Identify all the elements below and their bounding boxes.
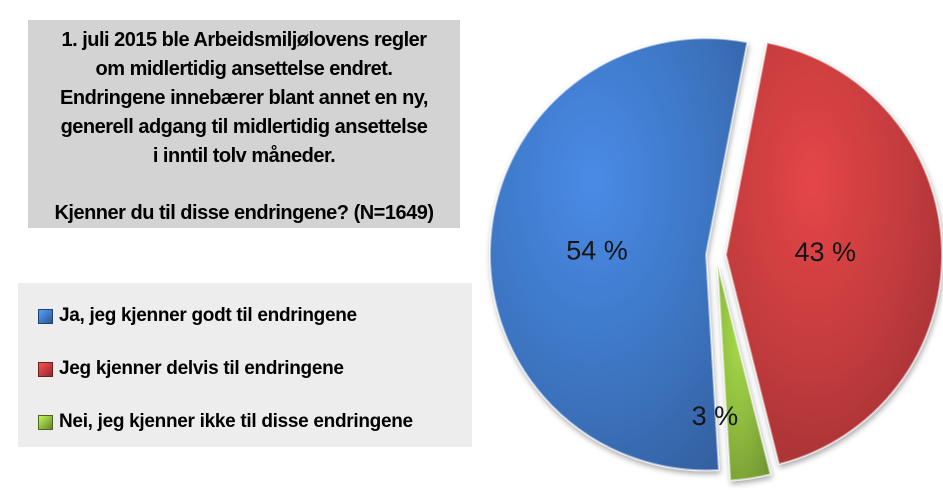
legend-label-delvis: Jeg kjenner delvis til endringene — [59, 358, 344, 379]
pie-chart: 54 % 43 % 3 % — [489, 37, 943, 482]
pie-slice-delvis — [724, 41, 943, 466]
legend-label-nei: Nei, jeg kjenner ikke til disse endringe… — [59, 411, 413, 432]
legend-item-delvis: Jeg kjenner delvis til endringene — [38, 357, 472, 381]
legend-swatch-delvis — [38, 361, 53, 377]
data-label-ja: 54 % — [566, 236, 628, 266]
data-label-nei: 3 % — [692, 401, 739, 431]
legend-swatch-ja — [38, 308, 53, 324]
legend-item-ja: Ja, jeg kjenner godt til endringene — [38, 304, 472, 328]
pie-slice-ja — [489, 37, 749, 472]
pie-slice-nei — [716, 264, 772, 482]
legend-item-nei: Nei, jeg kjenner ikke til disse endringe… — [38, 410, 472, 434]
question-box-line: om midlertidig ansettelse endret. — [95, 58, 393, 80]
legend-label-ja: Ja, jeg kjenner godt til endringene — [59, 305, 357, 326]
question-box-line: generell adgang til midlertidig ansettel… — [60, 116, 428, 138]
question-box-line: Endringene innebærer blant annet en ny, — [60, 87, 428, 109]
question-box-line: 1. juli 2015 ble Arbeidsmiljølovens regl… — [61, 29, 427, 51]
question-box: 1. juli 2015 ble Arbeidsmiljølovens regl… — [28, 20, 460, 228]
question-box-line: i inntil tolv måneder. — [152, 145, 336, 167]
survey-question: Kjenner du til disse endringene? (N=1649… — [54, 202, 434, 224]
legend-swatch-nei — [38, 414, 53, 430]
legend: Ja, jeg kjenner godt til endringene Jeg … — [18, 283, 472, 447]
data-label-delvis: 43 % — [795, 237, 857, 267]
question-box-spacer — [28, 171, 460, 199]
